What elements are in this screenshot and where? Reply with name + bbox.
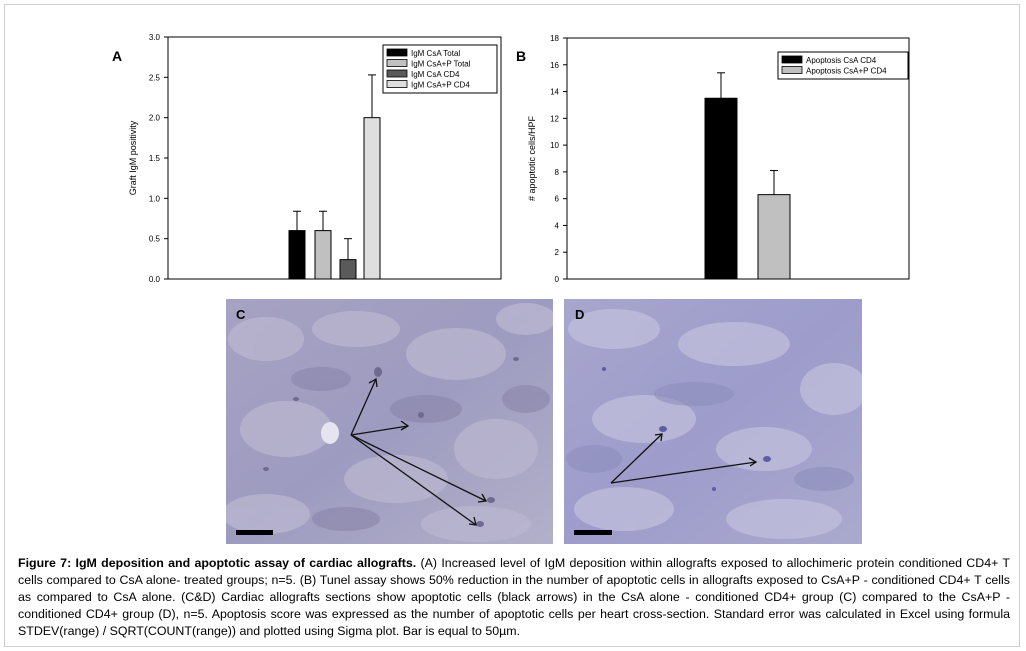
- y-tick-label: 2.0: [149, 114, 161, 123]
- y-tick-label: 6: [555, 195, 560, 204]
- y-tick-label: 10: [550, 141, 559, 150]
- caption-body: (A) Increased level of IgM deposition wi…: [18, 556, 1010, 638]
- micrograph-c: [226, 299, 553, 544]
- y-tick-label: 2: [555, 248, 560, 257]
- chart-b: 0 2 4 6 8 10 12 14 16 18 # apoptotic cells/HPF Apop…: [527, 34, 910, 284]
- legend-label: IgM CsA+P CD4: [411, 81, 470, 90]
- chart-a: 0.0 0.5 1.0 1.5 2.0 2.5 3.0 Graft IgM positivit…: [128, 33, 502, 284]
- panel-c-letter: C: [236, 307, 246, 322]
- legend-swatch: [386, 48, 408, 57]
- y-tick-label: 1.5: [149, 154, 161, 163]
- bar: [339, 259, 357, 280]
- y-tick-label: 3.0: [149, 33, 161, 42]
- legend: [777, 51, 909, 80]
- bar: [363, 117, 381, 280]
- caption-title: IgM deposition and apoptotic assay of ca…: [75, 556, 417, 570]
- y-tick-label: 14: [550, 88, 559, 97]
- legend-label: IgM CsA Total: [411, 49, 460, 58]
- y-axis-label: Graft IgM positivity: [128, 120, 138, 195]
- legend-swatch: [781, 66, 803, 74]
- legend-swatch: [386, 59, 408, 67]
- y-tick-label: 12: [550, 114, 559, 123]
- panel-a-letter: A: [112, 48, 123, 64]
- legend-label: IgM CsA+P Total: [411, 60, 471, 69]
- y-tick-label: 16: [550, 61, 559, 70]
- micrograph-d: [564, 299, 862, 544]
- legend-swatch: [386, 80, 408, 88]
- legend-label: Apoptosis CsA+P CD4: [806, 67, 887, 76]
- bar: [704, 97, 738, 280]
- bar: [288, 230, 306, 280]
- y-tick-label: 0.0: [149, 275, 161, 284]
- caption-label: Figure 7:: [18, 556, 72, 570]
- figure-caption: Figure 7: IgM deposition and apoptotic a…: [18, 555, 1010, 640]
- bar: [757, 194, 791, 280]
- legend-label: Apoptosis CsA CD4: [806, 56, 877, 65]
- panel-b-letter: B: [516, 48, 527, 64]
- legend-swatch: [781, 55, 803, 64]
- y-tick-label: 0.5: [149, 235, 161, 244]
- y-tick-label: 2.5: [149, 73, 161, 82]
- legend-label: IgM CsA CD4: [411, 70, 460, 79]
- y-tick-label: 4: [555, 221, 560, 230]
- legend-swatch: [386, 69, 408, 78]
- figure-frame: [4, 4, 1020, 647]
- y-tick-label: 1.0: [149, 194, 161, 203]
- y-tick-label: 8: [555, 168, 560, 177]
- y-tick-label: 0: [555, 275, 560, 284]
- y-tick-label: 18: [550, 34, 559, 43]
- panel-d-letter: D: [575, 307, 585, 322]
- y-axis-label: # apoptotic cells/HPF: [527, 115, 537, 201]
- bar: [314, 230, 332, 280]
